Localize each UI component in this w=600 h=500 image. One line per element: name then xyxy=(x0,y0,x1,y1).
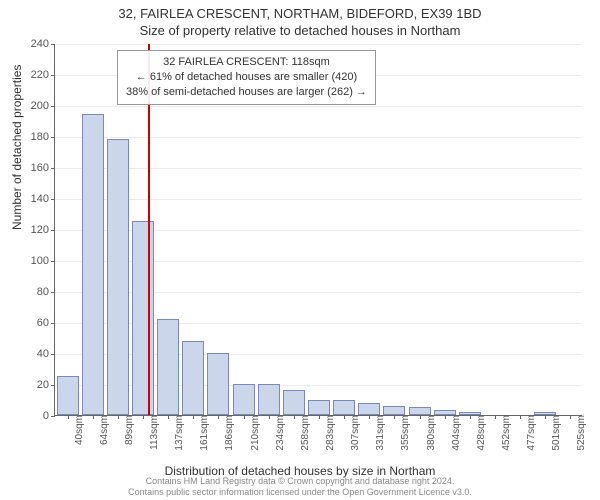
xtick-mark xyxy=(118,415,119,419)
gridline xyxy=(55,137,582,138)
xtick-mark xyxy=(93,415,94,419)
footer-line1: Contains HM Land Registry data © Crown c… xyxy=(0,476,600,487)
xtick-mark xyxy=(168,415,169,419)
bar xyxy=(409,407,431,415)
xtick-mark xyxy=(520,415,521,419)
footer-line2: Contains public sector information licen… xyxy=(0,487,600,498)
xtick-label: 477sqm xyxy=(522,415,537,451)
chart-area: 02040608010012014016018020022024040sqm64… xyxy=(54,44,582,416)
bar xyxy=(283,390,305,415)
xtick-label: 380sqm xyxy=(422,415,437,451)
ytick-label: 20 xyxy=(37,379,55,391)
ytick-label: 220 xyxy=(31,69,55,81)
xtick-mark xyxy=(344,415,345,419)
ytick-label: 140 xyxy=(31,193,55,205)
xtick-label: 307sqm xyxy=(346,415,361,451)
ytick-label: 0 xyxy=(43,410,55,422)
xtick-label: 258sqm xyxy=(296,415,311,451)
ytick-label: 80 xyxy=(37,286,55,298)
xtick-label: 210sqm xyxy=(246,415,261,451)
xtick-label: 89sqm xyxy=(120,415,135,445)
bar xyxy=(82,114,104,415)
ytick-label: 180 xyxy=(31,131,55,143)
xtick-label: 161sqm xyxy=(195,415,210,451)
xtick-label: 234sqm xyxy=(271,415,286,451)
bar xyxy=(132,221,154,415)
xtick-label: 452sqm xyxy=(497,415,512,451)
xtick-label: 355sqm xyxy=(396,415,411,451)
xtick-mark xyxy=(319,415,320,419)
xtick-mark xyxy=(269,415,270,419)
gridline xyxy=(55,168,582,169)
annotation-line1: 32 FAIRLEA CRESCENT: 118sqm xyxy=(126,55,367,70)
xtick-mark xyxy=(244,415,245,419)
xtick-label: 501sqm xyxy=(547,415,562,451)
chart-title-subtitle: Size of property relative to detached ho… xyxy=(0,21,600,38)
ytick-label: 40 xyxy=(37,348,55,360)
bar xyxy=(233,384,255,415)
xtick-label: 40sqm xyxy=(70,415,85,445)
bar xyxy=(383,406,405,415)
bar xyxy=(333,400,355,416)
ytick-label: 100 xyxy=(31,255,55,267)
xtick-mark xyxy=(68,415,69,419)
gridline xyxy=(55,44,582,45)
bar xyxy=(57,376,79,415)
xtick-mark xyxy=(495,415,496,419)
gridline xyxy=(55,106,582,107)
xtick-mark xyxy=(294,415,295,419)
xtick-label: 331sqm xyxy=(371,415,386,451)
ytick-label: 160 xyxy=(31,162,55,174)
y-axis-title: Number of detached properties xyxy=(10,65,24,230)
bar xyxy=(258,384,280,415)
gridline xyxy=(55,199,582,200)
xtick-mark xyxy=(445,415,446,419)
xtick-label: 64sqm xyxy=(95,415,110,445)
bar xyxy=(157,319,179,415)
xtick-label: 428sqm xyxy=(472,415,487,451)
xtick-label: 525sqm xyxy=(572,415,587,451)
xtick-label: 113sqm xyxy=(145,415,160,450)
bar xyxy=(358,403,380,415)
footer-attribution: Contains HM Land Registry data © Crown c… xyxy=(0,476,600,498)
xtick-mark xyxy=(470,415,471,419)
bar xyxy=(207,353,229,415)
xtick-label: 137sqm xyxy=(170,415,185,451)
xtick-label: 186sqm xyxy=(220,415,235,451)
xtick-mark xyxy=(143,415,144,419)
ytick-label: 60 xyxy=(37,317,55,329)
bar xyxy=(308,400,330,416)
xtick-mark xyxy=(420,415,421,419)
xtick-label: 283sqm xyxy=(321,415,336,451)
annotation-line3: 38% of semi-detached houses are larger (… xyxy=(126,85,367,100)
ytick-label: 200 xyxy=(31,100,55,112)
reference-annotation: 32 FAIRLEA CRESCENT: 118sqm ← 61% of det… xyxy=(117,50,376,105)
bar xyxy=(107,139,129,415)
annotation-line2: ← 61% of detached houses are smaller (42… xyxy=(126,70,367,85)
bar xyxy=(182,341,204,415)
ytick-label: 240 xyxy=(31,38,55,50)
xtick-label: 404sqm xyxy=(447,415,462,451)
ytick-label: 120 xyxy=(31,224,55,236)
chart-title-address: 32, FAIRLEA CRESCENT, NORTHAM, BIDEFORD,… xyxy=(0,0,600,21)
